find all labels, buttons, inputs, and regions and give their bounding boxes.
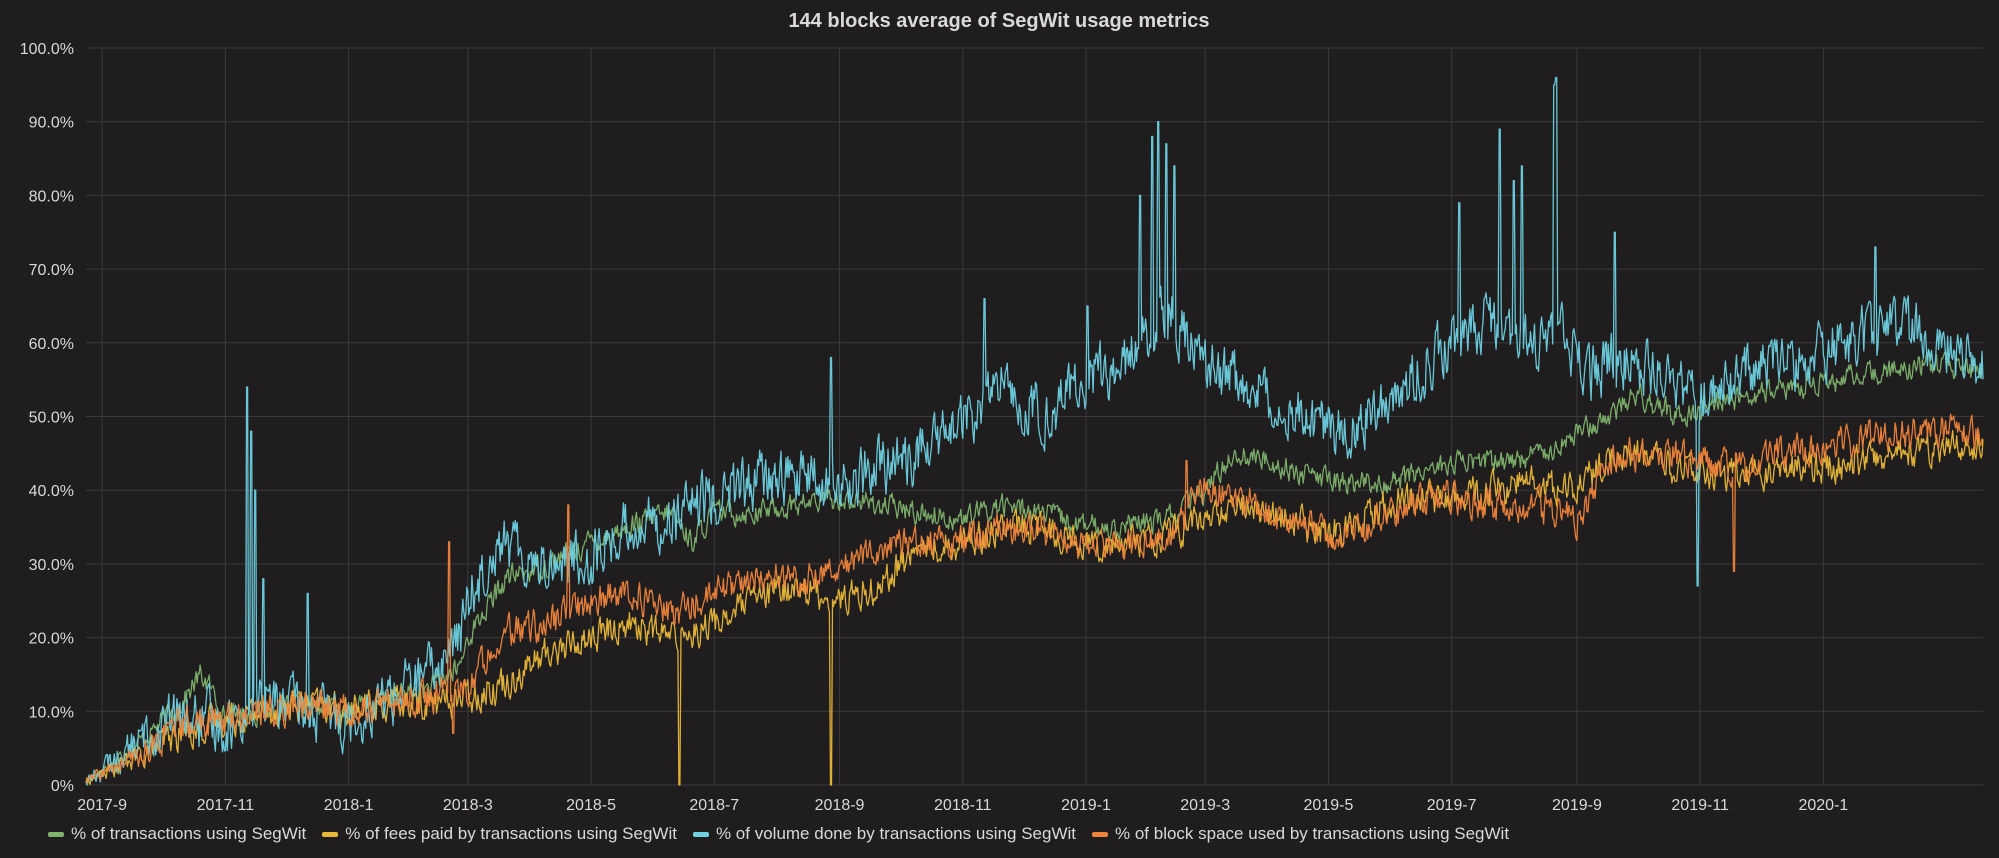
x-tick-label: 2018-11 bbox=[934, 797, 992, 814]
series-volume bbox=[85, 76, 1984, 786]
x-tick-label: 2018-1 bbox=[324, 797, 374, 814]
y-tick-label: 80.0% bbox=[29, 188, 74, 205]
x-tick-label: 2018-3 bbox=[443, 797, 493, 814]
y-tick-label: 10.0% bbox=[29, 704, 74, 721]
series-fees bbox=[85, 429, 1984, 786]
x-tick-label: 2018-5 bbox=[566, 797, 616, 814]
legend-swatch-volume bbox=[692, 831, 709, 837]
series-block-space bbox=[85, 413, 1984, 784]
x-tick-label: 2019-1 bbox=[1061, 797, 1111, 814]
legend-item-volume[interactable]: % of volume done by transactions using S… bbox=[692, 824, 1076, 844]
grid bbox=[86, 47, 1983, 786]
legend-label-transactions: % of transactions using SegWit bbox=[71, 824, 307, 843]
series-transactions bbox=[85, 351, 1984, 783]
x-tick-label: 2017-11 bbox=[197, 797, 255, 814]
chart-title: 144 blocks average of SegWit usage metri… bbox=[788, 10, 1209, 32]
legend-item-transactions[interactable]: % of transactions using SegWit bbox=[48, 824, 306, 844]
y-tick-label: 100.0% bbox=[20, 41, 74, 58]
legend-item-block-space[interactable]: % of block space used by transactions us… bbox=[1092, 824, 1509, 844]
x-axis: 2017-9 2017-11 2018-1 2018-3 2018-5 2018-7 201… bbox=[77, 797, 1848, 814]
y-tick-label: 70.0% bbox=[29, 262, 74, 279]
x-tick-label: 2019-9 bbox=[1552, 797, 1602, 814]
x-tick-label: 2020-1 bbox=[1798, 797, 1848, 814]
x-tick-label: 2018-7 bbox=[689, 797, 739, 814]
legend-swatch-fees bbox=[322, 831, 339, 837]
legend-label-volume: % of volume done by transactions using S… bbox=[715, 824, 1076, 843]
y-tick-label: 40.0% bbox=[29, 483, 74, 500]
x-tick-label: 2018-9 bbox=[815, 797, 865, 814]
y-axis: 0% 10.0% 20.0% 30.0% 40.0% 50.0% 60.0% 70.0% 80.… bbox=[20, 41, 74, 795]
x-tick-label: 2019-7 bbox=[1427, 797, 1477, 814]
y-tick-label: 50.0% bbox=[29, 410, 74, 427]
y-tick-label: 0% bbox=[51, 778, 74, 795]
x-tick-label: 2017-9 bbox=[77, 797, 127, 814]
legend-swatch-block-space bbox=[1092, 831, 1108, 837]
legend: % of transactions using SegWit % of fees… bbox=[48, 824, 1509, 844]
legend-item-fees[interactable]: % of fees paid by transactions using Seg… bbox=[322, 824, 677, 844]
x-tick-label: 2019-3 bbox=[1180, 797, 1230, 814]
y-tick-label: 20.0% bbox=[29, 631, 74, 648]
x-tick-label: 2019-5 bbox=[1304, 797, 1354, 814]
legend-label-fees: % of fees paid by transactions using Seg… bbox=[345, 824, 677, 843]
x-tick-label: 2019-11 bbox=[1671, 797, 1729, 814]
y-tick-label: 30.0% bbox=[29, 557, 74, 574]
plot-area bbox=[85, 76, 1984, 786]
y-tick-label: 60.0% bbox=[29, 336, 74, 353]
y-tick-label: 90.0% bbox=[29, 115, 74, 132]
legend-label-block-space: % of block space used by transactions us… bbox=[1115, 824, 1510, 843]
legend-swatch-transactions bbox=[48, 831, 64, 837]
